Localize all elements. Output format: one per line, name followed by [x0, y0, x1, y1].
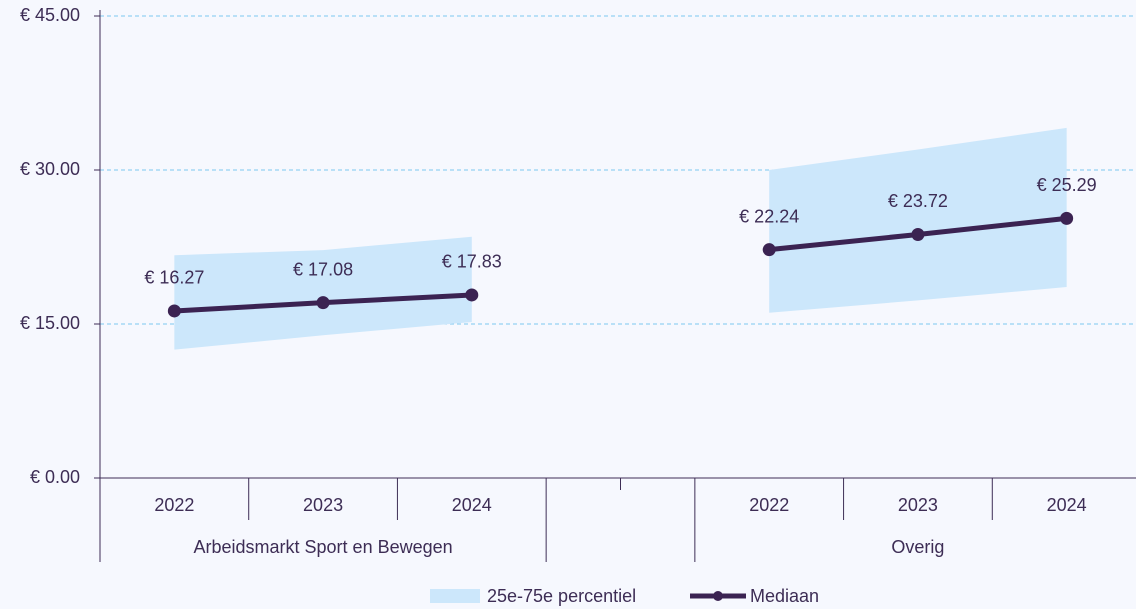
- y-tick-label: € 30.00: [20, 159, 80, 179]
- x-tick-label: 2023: [303, 495, 343, 515]
- group-label: Arbeidsmarkt Sport en Bewegen: [194, 537, 453, 557]
- x-tick-label: 2022: [749, 495, 789, 515]
- median-point: [1060, 211, 1074, 225]
- data-label: € 17.08: [293, 259, 353, 279]
- y-tick-label: € 45.00: [20, 5, 80, 25]
- median-point: [465, 288, 479, 302]
- y-tick-label: € 15.00: [20, 313, 80, 333]
- median-point: [762, 243, 776, 257]
- legend-label: 25e-75e percentiel: [487, 586, 636, 606]
- data-label: € 16.27: [144, 268, 204, 288]
- median-point: [167, 304, 181, 318]
- x-tick-label: 2022: [154, 495, 194, 515]
- legend-swatch-point: [713, 591, 723, 601]
- median-point: [911, 227, 925, 241]
- legend-label: Mediaan: [750, 586, 819, 606]
- data-label: € 17.83: [442, 252, 502, 272]
- data-label: € 22.24: [739, 206, 799, 226]
- group-label: Overig: [891, 537, 944, 557]
- x-tick-label: 2024: [1047, 495, 1087, 515]
- data-label: € 25.29: [1037, 175, 1097, 195]
- y-tick-label: € 0.00: [30, 467, 80, 487]
- percentile-band: [769, 127, 1067, 313]
- legend-swatch: [430, 589, 480, 603]
- median-point: [316, 296, 330, 310]
- x-tick-label: 2024: [452, 495, 492, 515]
- data-label: € 23.72: [888, 191, 948, 211]
- percentile-band: [174, 236, 472, 350]
- x-tick-label: 2023: [898, 495, 938, 515]
